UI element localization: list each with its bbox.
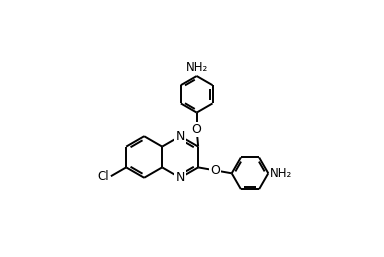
Text: Cl: Cl [97, 170, 109, 183]
Text: NH₂: NH₂ [270, 167, 293, 180]
Text: N: N [175, 171, 185, 184]
Text: N: N [175, 130, 185, 143]
Text: NH₂: NH₂ [185, 61, 208, 74]
Text: O: O [210, 164, 220, 177]
Text: O: O [192, 123, 202, 136]
